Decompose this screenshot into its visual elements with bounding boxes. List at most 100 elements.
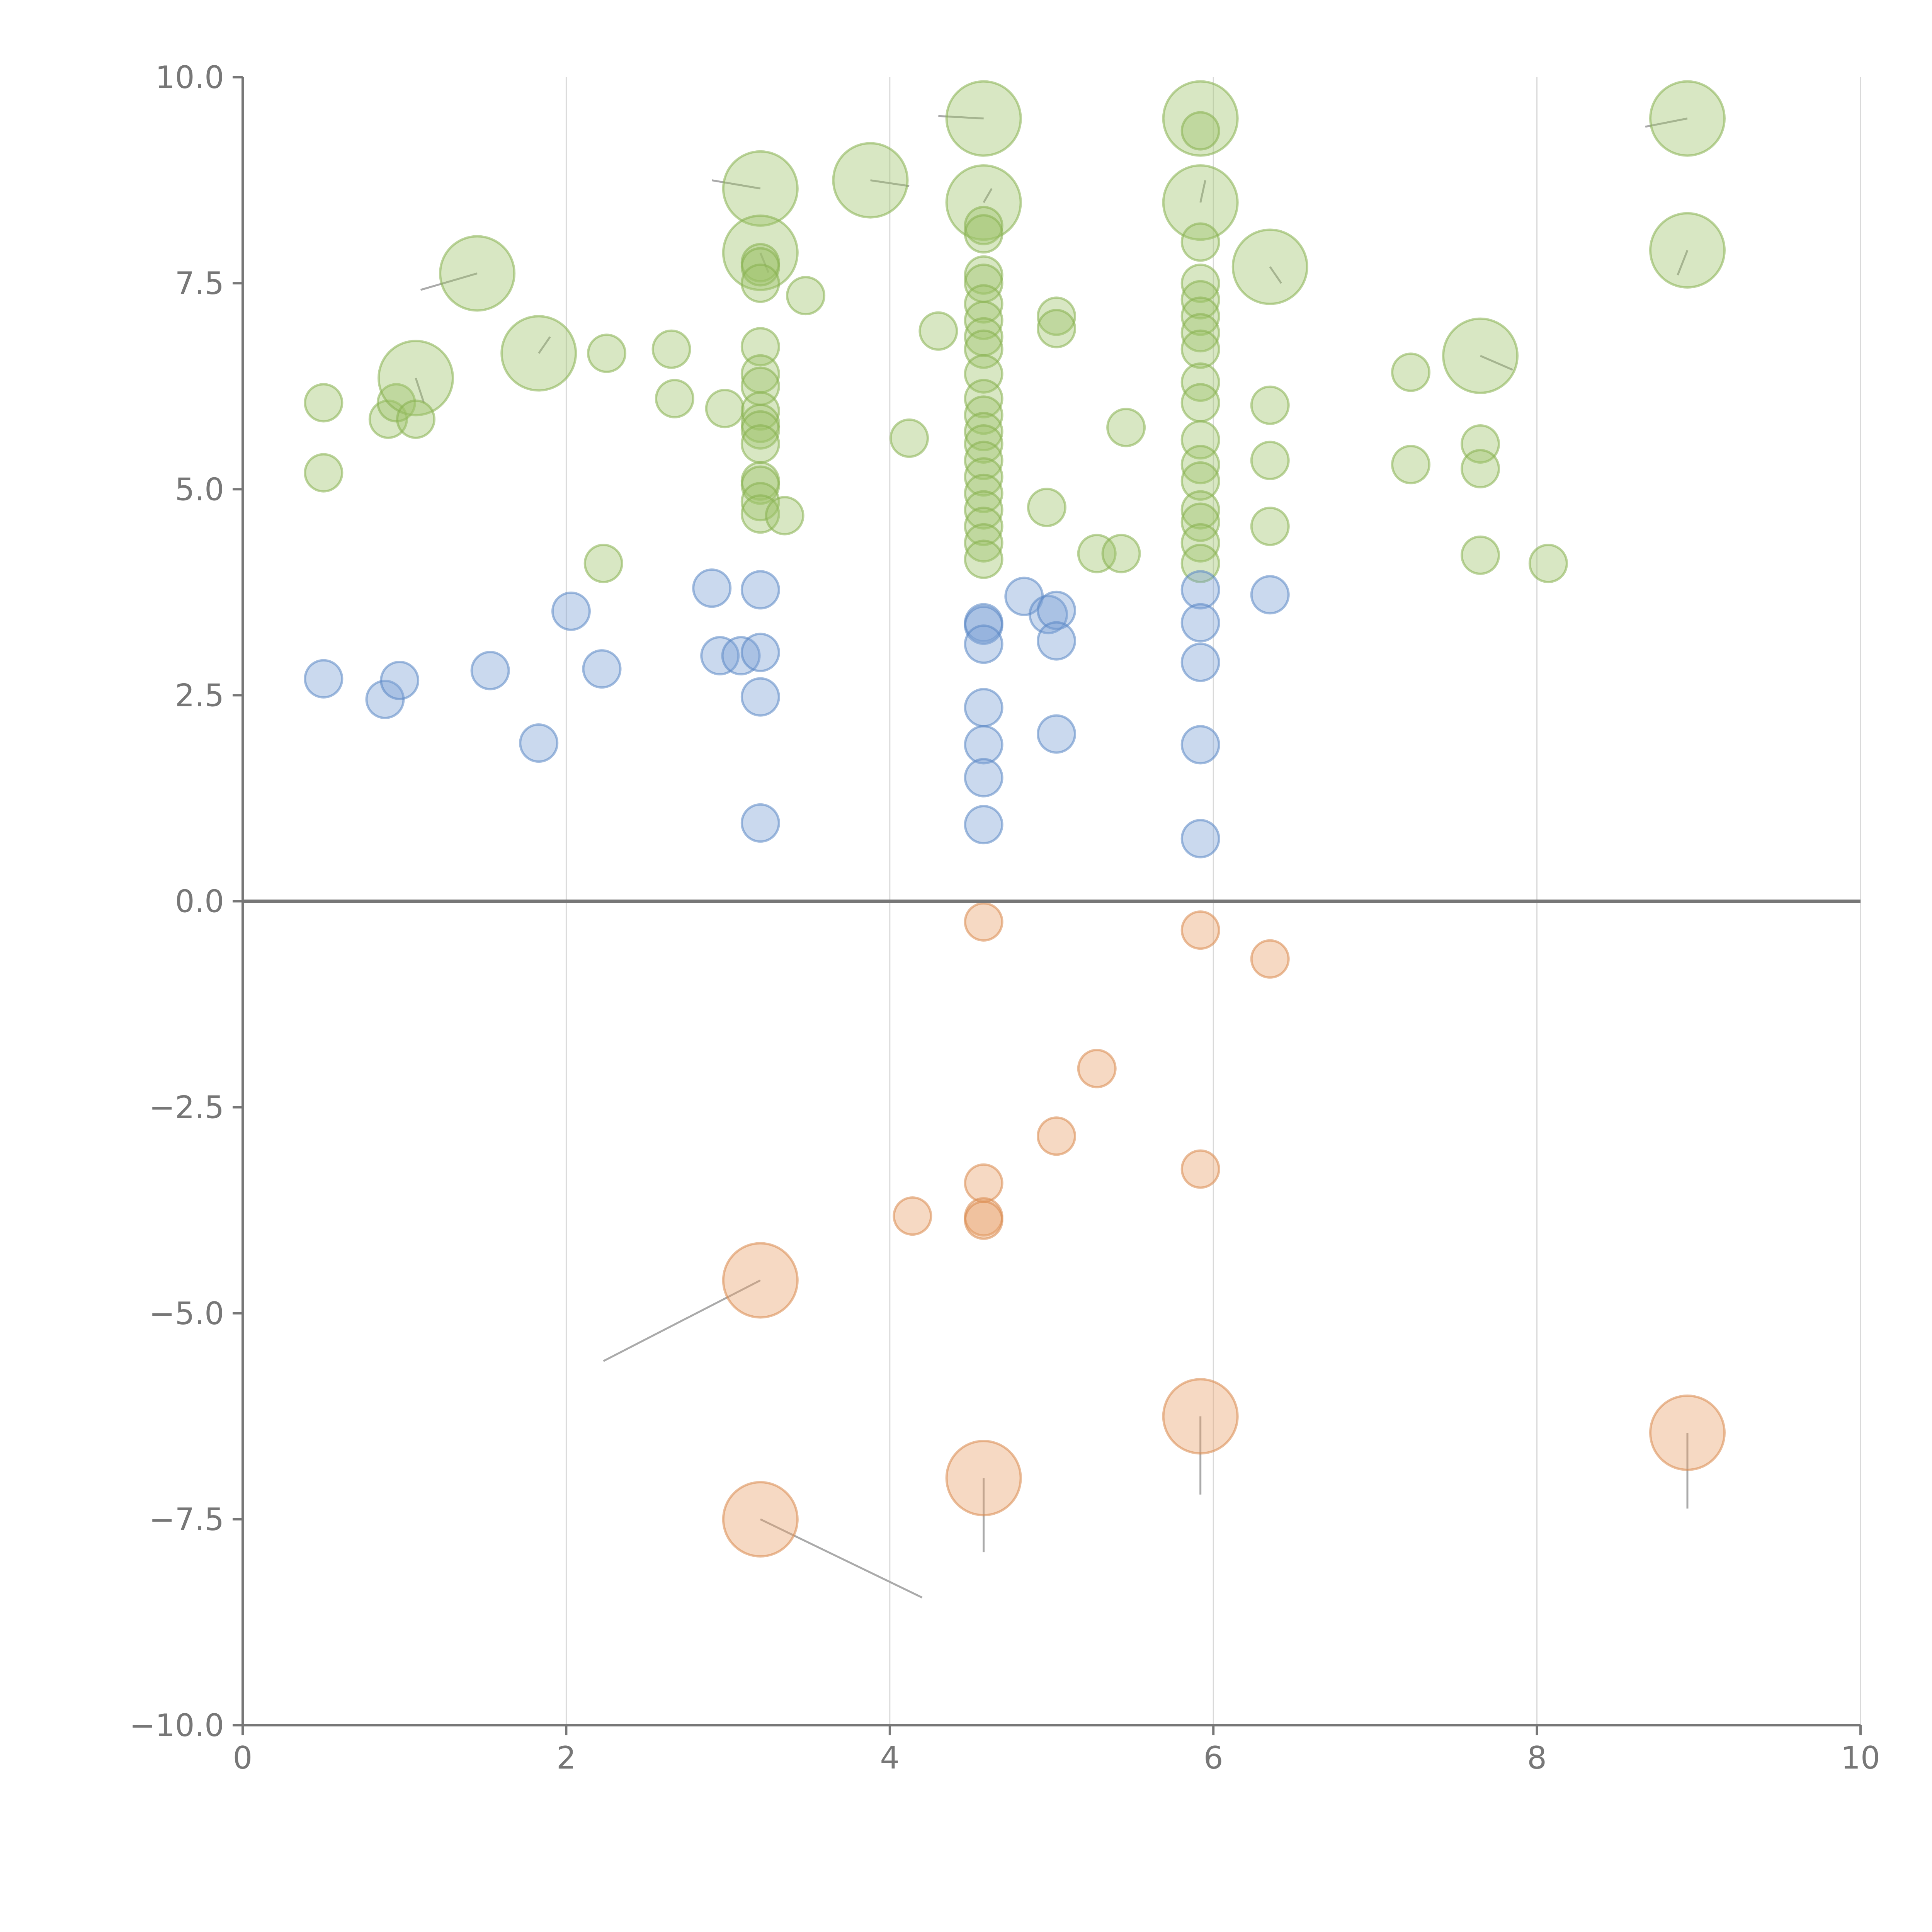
annotation-leader-line	[603, 1279, 761, 1362]
orange-bubble	[1162, 1378, 1239, 1455]
green-bubble	[964, 412, 1003, 451]
green-bubble	[1162, 164, 1239, 241]
green-bubble	[964, 214, 1003, 254]
blue-bubble	[1037, 590, 1077, 630]
orange-bubble	[1250, 939, 1290, 979]
green-bubble	[1250, 507, 1290, 546]
green-bubble	[1461, 535, 1500, 575]
green-bubble	[722, 150, 799, 227]
green-bubble	[964, 507, 1003, 546]
annotation-leader-lines	[415, 115, 1689, 1599]
series-green	[304, 80, 1726, 583]
orange-bubble	[1649, 1394, 1726, 1471]
green-bubble	[651, 329, 691, 369]
x-tick-label: 10	[1841, 1740, 1880, 1776]
green-bubble	[1037, 309, 1077, 349]
blue-bubble	[1180, 643, 1220, 682]
blue-bubble	[1037, 714, 1077, 754]
green-bubble	[740, 424, 780, 464]
blue-bubble	[964, 688, 1003, 728]
blue-bubble	[964, 805, 1003, 845]
blue-bubble	[1180, 819, 1220, 859]
green-bubble	[1391, 352, 1431, 392]
green-bubble	[1442, 317, 1519, 394]
y-tick-label: 7.5	[175, 265, 224, 301]
y-tick-label: −2.5	[149, 1090, 224, 1126]
x-tick-label: 4	[880, 1740, 900, 1776]
orange-bubble	[1180, 910, 1220, 950]
x-tick-label: 8	[1527, 1740, 1547, 1776]
green-bubble	[945, 80, 1022, 157]
series-blue	[304, 568, 1290, 859]
blue-bubble	[740, 633, 780, 672]
x-tick-label: 0	[233, 1740, 253, 1776]
green-bubble	[832, 142, 909, 219]
green-bubble	[964, 284, 1003, 324]
y-tick-label: −10.0	[129, 1708, 224, 1743]
y-tick-label: −7.5	[149, 1502, 224, 1537]
orange-bubble	[1037, 1116, 1077, 1156]
blue-bubble	[519, 723, 559, 763]
green-bubble	[740, 247, 780, 287]
green-bubble	[304, 383, 344, 423]
green-bubble	[1180, 329, 1220, 369]
series-orange	[722, 902, 1726, 1558]
y-tick-label: 10.0	[155, 60, 224, 95]
green-bubble	[740, 264, 780, 303]
annotation-leader-line	[415, 378, 425, 403]
green-bubble	[964, 301, 1003, 340]
green-bubble	[1180, 461, 1220, 501]
annotation-leader-line	[1480, 355, 1513, 371]
green-bubble	[1180, 280, 1220, 320]
green-bubble	[1180, 445, 1220, 485]
green-bubble	[1180, 313, 1220, 353]
orange-bubble	[1077, 1049, 1117, 1088]
blue-bubble	[380, 660, 420, 700]
green-bubble	[500, 315, 577, 392]
annotation-leader-line	[759, 252, 770, 273]
annotation-leader-line	[1645, 117, 1688, 128]
green-bubble	[1250, 440, 1290, 480]
green-bubble	[964, 473, 1003, 513]
green-bubble	[1037, 296, 1077, 336]
orange-bubble	[964, 902, 1003, 942]
green-bubble	[964, 206, 1003, 245]
green-bubble	[1250, 385, 1290, 425]
orange-bubble	[945, 1440, 1022, 1517]
green-bubble	[1180, 296, 1220, 336]
green-bubble	[964, 490, 1003, 530]
axes: 0 2 4 6 8 10 −10.0 −7.5 −5.0 −2.5 0.0 2.5 5.0 7.5 10.0	[129, 60, 1880, 1776]
green-bubble	[655, 379, 694, 418]
green-bubble	[1180, 502, 1220, 542]
orange-bubble	[1180, 1149, 1220, 1189]
green-bubble	[583, 544, 623, 583]
green-bubble	[786, 276, 826, 316]
green-bubble	[587, 333, 627, 373]
green-bubble	[964, 255, 1003, 295]
x-tick-label: 2	[556, 1740, 576, 1776]
green-bubble	[740, 327, 780, 367]
green-bubble	[1461, 449, 1500, 488]
blue-bubble	[1180, 570, 1220, 610]
orange-bubble	[964, 1200, 1003, 1240]
green-bubble	[889, 418, 929, 458]
annotation-leader-line	[870, 179, 910, 187]
y-tick-label: −5.0	[149, 1296, 224, 1332]
blue-bubble	[700, 636, 740, 676]
annotation-leader-line	[420, 272, 478, 291]
green-bubble	[1027, 488, 1066, 527]
blue-bubble	[304, 659, 344, 699]
green-bubble	[396, 399, 436, 439]
blue-bubble	[692, 568, 732, 608]
blue-bubble	[964, 725, 1003, 765]
green-bubble	[964, 539, 1003, 579]
orange-bubble	[964, 1163, 1003, 1203]
green-bubble	[439, 235, 516, 312]
blue-bubble	[551, 591, 591, 631]
green-bubble	[1101, 534, 1141, 573]
green-bubble	[1528, 544, 1568, 583]
annotation-leader-line	[983, 188, 993, 203]
green-bubble	[1106, 408, 1146, 447]
green-bubble	[1649, 212, 1726, 289]
